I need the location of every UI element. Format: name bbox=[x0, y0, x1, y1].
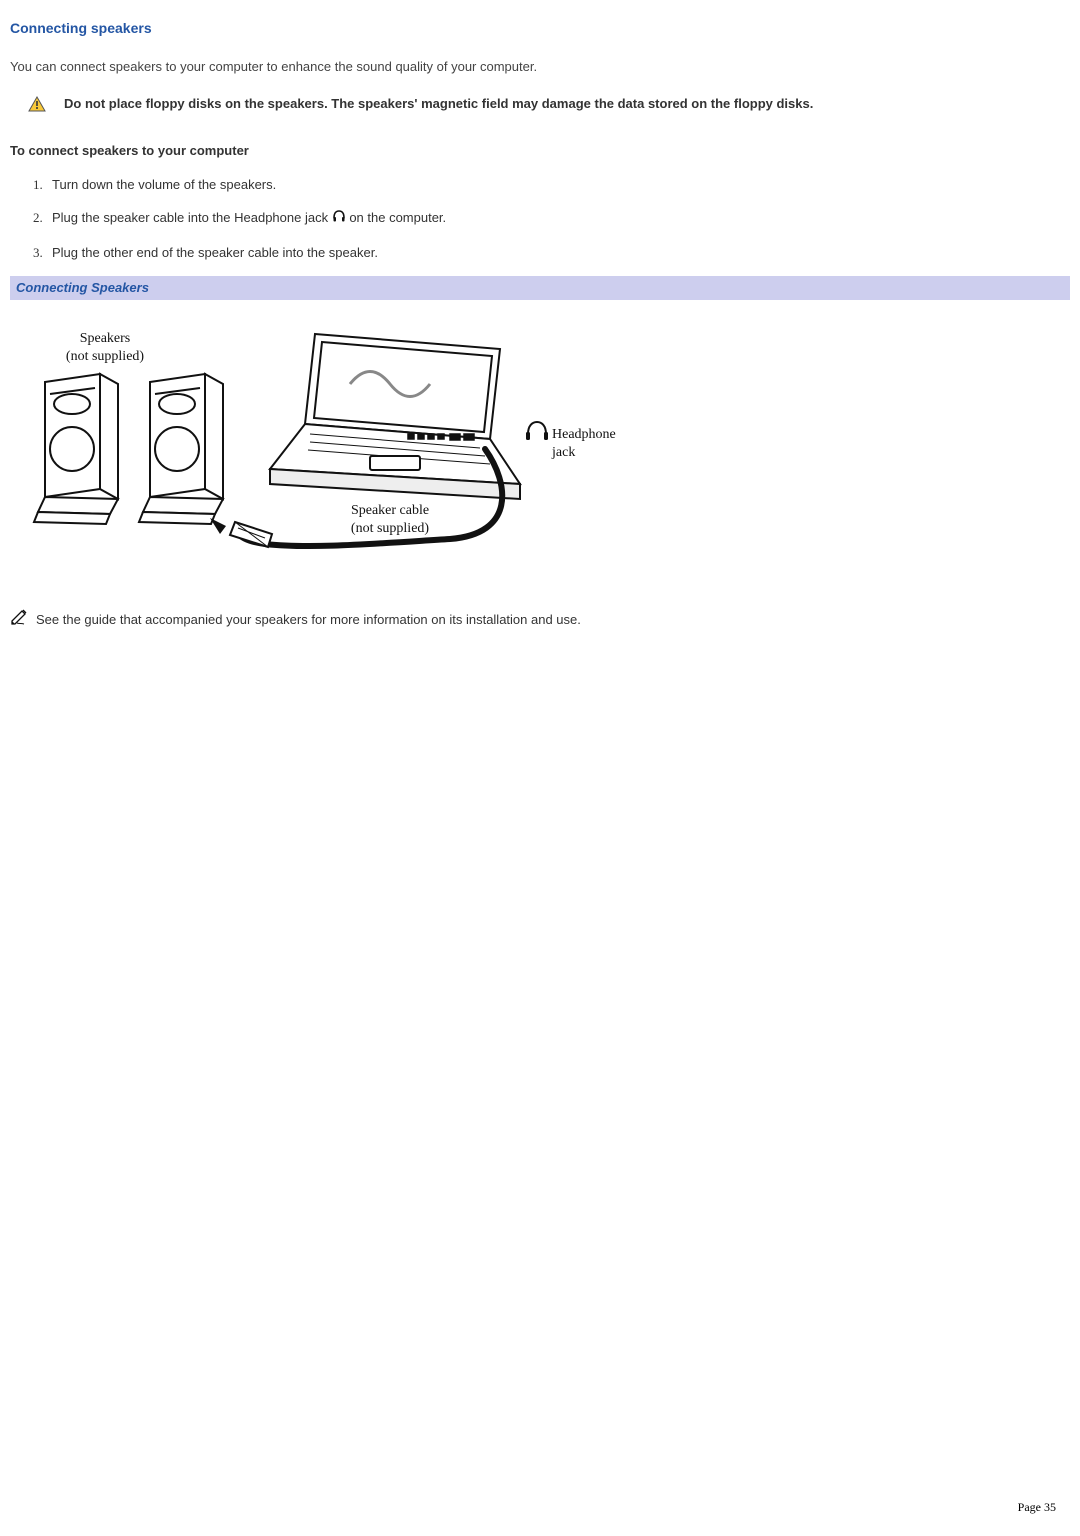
step-item: Turn down the volume of the speakers. bbox=[46, 175, 1070, 195]
warning-icon bbox=[28, 96, 46, 118]
steps-list: Turn down the volume of the speakers. Pl… bbox=[10, 175, 1070, 262]
page-title: Connecting speakers bbox=[10, 18, 1070, 39]
pencil-note-icon bbox=[10, 608, 30, 632]
figure-label-hp-2: jack bbox=[551, 445, 575, 460]
warning-block: Do not place floppy disks on the speaker… bbox=[10, 95, 1070, 118]
figure: Speakers (not supplied) bbox=[10, 304, 1070, 574]
sub-heading: To connect speakers to your computer bbox=[10, 141, 1070, 161]
intro-text: You can connect speakers to your compute… bbox=[10, 57, 1070, 77]
figure-title: Connecting Speakers bbox=[10, 276, 1070, 300]
warning-text: Do not place floppy disks on the speaker… bbox=[64, 95, 1070, 114]
figure-label-hp-1: Headphone bbox=[552, 427, 616, 442]
note-line: See the guide that accompanied your spea… bbox=[10, 608, 1070, 632]
figure-label-speakers-2: (not supplied) bbox=[66, 349, 144, 364]
step-text-part: Plug the speaker cable into the Headphon… bbox=[52, 210, 332, 225]
headphone-icon bbox=[332, 209, 346, 229]
step-text-part: on the computer. bbox=[346, 210, 446, 225]
note-text: See the guide that accompanied your spea… bbox=[36, 610, 581, 630]
figure-label-speakers-1: Speakers bbox=[80, 331, 131, 346]
figure-label-cable-2: (not supplied) bbox=[351, 521, 429, 536]
figure-label-cable-1: Speaker cable bbox=[351, 503, 429, 518]
page-number: Page 35 bbox=[1018, 1498, 1056, 1516]
step-item: Plug the other end of the speaker cable … bbox=[46, 243, 1070, 263]
step-item: Plug the speaker cable into the Headphon… bbox=[46, 208, 1070, 228]
